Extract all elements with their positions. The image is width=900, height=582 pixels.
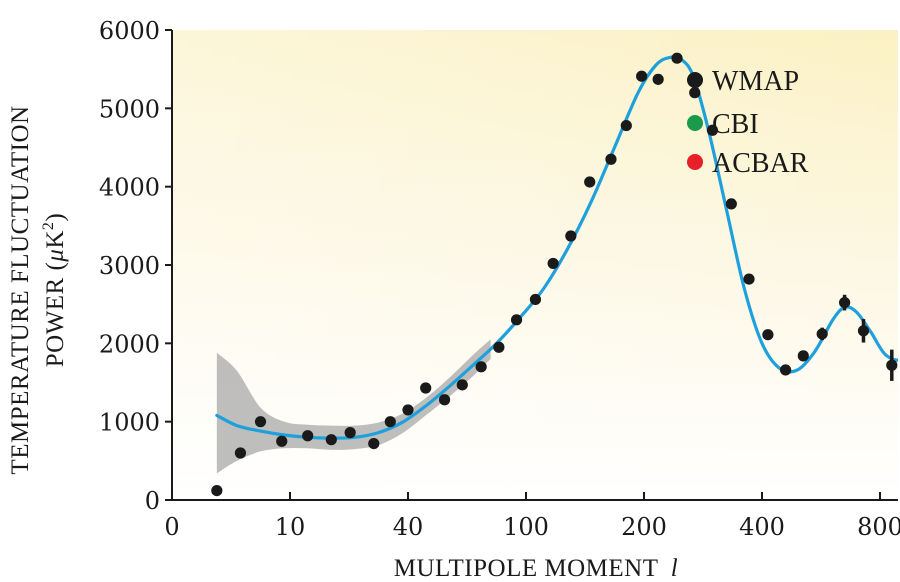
x-axis-title-text: MULTIPOLE MOMENT <box>394 555 658 582</box>
y-tick-label: 2000 <box>99 330 160 358</box>
y-axis-title-close: ) <box>42 213 69 222</box>
wmap-data-point <box>689 87 701 99</box>
y-axis-title-power: POWER ( <box>42 262 69 368</box>
x-tick-label: 0 <box>164 513 179 541</box>
wmap-data-point <box>762 329 774 341</box>
wmap-data-point <box>254 416 267 428</box>
y-axis-title-line1: TEMPERATURE FLUCTUATION <box>7 105 34 474</box>
wmap-data-point <box>384 416 396 428</box>
wmap-data-point <box>456 379 468 391</box>
y-axis-title-exponent: 2 <box>40 222 57 231</box>
x-tick-label: 400 <box>739 513 785 541</box>
y-axis-title-unit: K <box>42 230 69 249</box>
wmap-data-point <box>671 52 683 64</box>
x-axis-title: MULTIPOLE MOMENT l <box>394 555 678 582</box>
wmap-data-point <box>652 73 664 85</box>
legend-label-cbi: CBI <box>712 109 759 140</box>
wmap-data-point <box>797 350 809 362</box>
wmap-data-point <box>706 124 719 136</box>
wmap-data-point <box>344 427 356 439</box>
wmap-data-point <box>547 257 559 270</box>
wmap-data-point <box>605 153 617 165</box>
wmap-data-point <box>780 364 792 376</box>
legend: WMAP CBI ACBAR <box>687 66 809 179</box>
x-tick-label: 100 <box>503 513 549 541</box>
y-tick-label: 0 <box>145 487 160 515</box>
wmap-data-point <box>565 230 577 242</box>
wmap-data-point <box>636 70 648 82</box>
legend-marker-wmap <box>687 72 703 88</box>
wmap-data-point <box>725 198 737 210</box>
wmap-data-point <box>886 359 898 371</box>
wmap-data-point <box>276 435 288 447</box>
y-tick-label: 6000 <box>99 17 160 45</box>
wmap-data-point <box>420 382 432 394</box>
x-axis-ticks: 010401002004008001400 <box>164 492 900 541</box>
y-tick-label: 3000 <box>99 252 160 280</box>
wmap-data-point <box>510 314 523 326</box>
legend-marker-acbar <box>687 154 703 170</box>
y-axis-title-line2: POWER (μK2) <box>40 213 69 368</box>
plot-background-sheen <box>172 30 898 498</box>
y-tick-label: 5000 <box>99 95 160 123</box>
y-tick-label: 1000 <box>99 409 160 437</box>
y-axis-title: TEMPERATURE FLUCTUATION POWER (μK2) <box>7 105 69 474</box>
x-tick-label: 200 <box>621 513 667 541</box>
y-axis-ticks: 0 1000 2000 3000 4000 5000 6000 <box>99 17 172 515</box>
y-tick-label: 4000 <box>99 174 160 202</box>
wmap-data-point <box>493 341 505 353</box>
plot-area <box>211 52 898 497</box>
legend-label-wmap: WMAP <box>712 66 799 97</box>
wmap-data-point <box>438 394 451 406</box>
data-points <box>211 52 898 497</box>
wmap-data-point <box>584 176 596 188</box>
wmap-data-point <box>857 325 870 337</box>
wmap-data-point <box>839 297 851 309</box>
x-axis-title-symbol: l <box>671 555 678 582</box>
x-tick-label: 40 <box>393 513 424 541</box>
wmap-data-point <box>402 404 414 416</box>
x-tick-label: 800 <box>857 513 900 541</box>
legend-marker-cbi <box>687 115 703 131</box>
wmap-data-point <box>302 430 314 442</box>
wmap-data-point <box>325 434 337 446</box>
wmap-data-point <box>211 485 223 497</box>
model-curve <box>215 55 898 440</box>
wmap-data-point <box>234 447 247 459</box>
wmap-data-point <box>816 328 828 340</box>
wmap-data-point <box>529 293 542 306</box>
x-tick-label: 10 <box>275 513 306 541</box>
legend-label-acbar: ACBAR <box>712 148 809 179</box>
wmap-data-point <box>620 119 632 132</box>
wmap-data-point <box>475 361 487 373</box>
y-axis-title-mu: μ <box>42 249 69 263</box>
wmap-data-point <box>368 438 380 450</box>
wmap-data-point <box>743 273 755 285</box>
